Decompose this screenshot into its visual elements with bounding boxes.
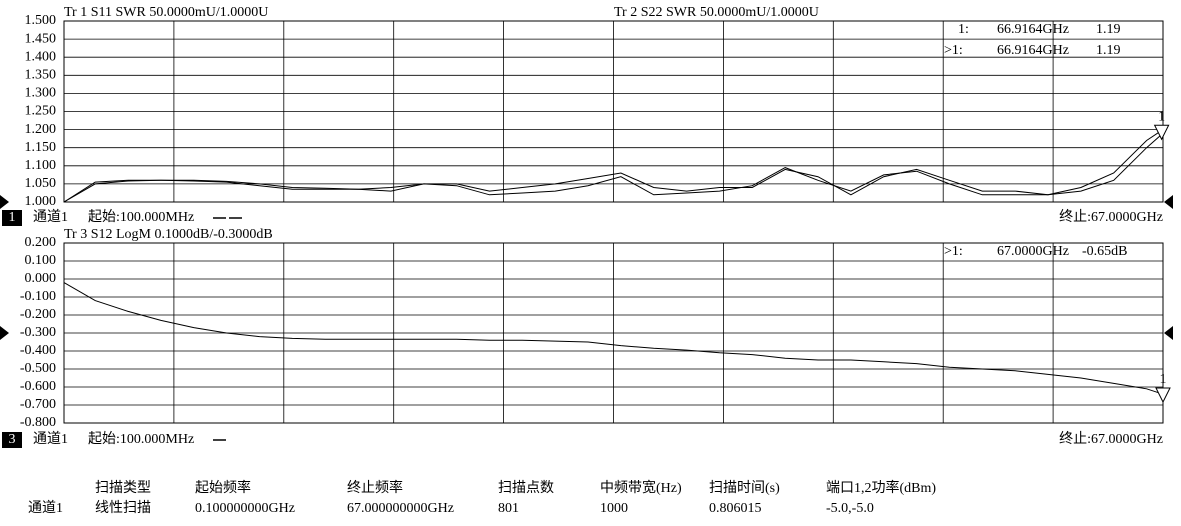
readout-frequency: 67.0000GHz [997, 244, 1069, 259]
y-tick-label: -0.200 [20, 307, 56, 322]
reference-arrow-right [1164, 326, 1173, 340]
table-header: 扫描点数 [498, 480, 554, 496]
table-cell: 67.000000000GHz [347, 501, 454, 516]
start-label: 起始:100.000MHz [88, 209, 194, 225]
readout-frequency: 66.9164GHz [997, 22, 1069, 37]
readout-value: 1.19 [1096, 22, 1121, 37]
trace-line [63, 129, 1164, 203]
y-tick-label: -0.800 [20, 415, 56, 430]
readout-name: >1: [944, 244, 963, 259]
start-label: 起始:100.000MHz [88, 431, 194, 447]
y-tick-label: 1.500 [25, 13, 57, 28]
y-tick-label: -0.400 [20, 343, 56, 358]
y-tick-label: -0.700 [20, 397, 56, 412]
y-tick-label: -0.600 [20, 379, 56, 394]
y-tick-label: 1.000 [25, 194, 57, 209]
trace-header: Tr 2 S22 SWR 50.0000mU/1.0000U [614, 5, 819, 20]
marker-id: 1 [1160, 372, 1167, 387]
reference-arrow-right [1164, 195, 1173, 209]
y-tick-label: 1.200 [25, 122, 57, 137]
table-header: 扫描类型 [95, 480, 151, 496]
trace-line [63, 132, 1164, 203]
stop-label: 终止:67.0000GHz [1059, 431, 1163, 447]
stop-label: 终止:67.0000GHz [1059, 209, 1163, 225]
channel-number: 1 [9, 210, 16, 225]
channel-number: 3 [9, 432, 16, 447]
y-tick-label: 1.400 [25, 49, 57, 64]
table-cell: 801 [498, 501, 519, 516]
y-tick-label: 1.050 [25, 176, 57, 191]
readout-value: -0.65dB [1082, 244, 1128, 259]
channel-label: 通道1 [33, 209, 68, 225]
y-tick-label: 0.000 [25, 271, 57, 286]
readout-value: 1.19 [1096, 43, 1121, 58]
trace-header: Tr 1 S11 SWR 50.0000mU/1.0000U [64, 5, 268, 20]
y-tick-label: 1.150 [25, 140, 57, 155]
table-cell: 1000 [600, 501, 628, 516]
y-tick-label: -0.100 [20, 289, 56, 304]
marker-triangle [1153, 124, 1170, 141]
marker-triangle [1155, 387, 1171, 404]
table-header: 端口1,2功率(dBm) [826, 479, 936, 496]
table-cell: 线性扫描 [95, 500, 151, 516]
table-cell: 0.100000000GHz [195, 501, 295, 516]
table-header: 起始频率 [195, 479, 251, 496]
y-tick-label: 1.300 [25, 86, 57, 101]
table-header: 扫描时间(s) [709, 480, 780, 496]
y-tick-label: 1.450 [25, 31, 57, 46]
y-tick-label: 1.350 [25, 68, 57, 83]
table-cell: -5.0,-5.0 [826, 501, 874, 516]
channel-badge [2, 432, 22, 448]
table-header: 中频带宽(Hz) [600, 479, 682, 496]
trace-line [63, 282, 1164, 395]
reference-arrow-left [0, 195, 9, 209]
table-cell: 0.806015 [709, 501, 762, 516]
y-tick-label: 1.250 [25, 104, 57, 119]
channel-label: 通道1 [33, 431, 68, 447]
y-tick-label: 0.100 [25, 253, 57, 268]
reference-arrow-left [0, 326, 9, 340]
y-tick-label: -0.500 [20, 361, 56, 376]
y-tick-label: 1.100 [25, 158, 57, 173]
table-header: 终止频率 [347, 479, 403, 496]
table-row-label: 通道1 [28, 500, 63, 516]
y-tick-label: -0.300 [20, 325, 56, 340]
trace-header: Tr 3 S12 LogM 0.1000dB/-0.3000dB [64, 227, 273, 242]
readout-name: 1: [958, 22, 969, 37]
marker-id: 1 [1158, 109, 1165, 124]
channel-badge [2, 210, 22, 226]
readout-name: >1: [944, 43, 963, 58]
y-tick-label: 0.200 [25, 235, 57, 250]
readout-frequency: 66.9164GHz [997, 43, 1069, 58]
